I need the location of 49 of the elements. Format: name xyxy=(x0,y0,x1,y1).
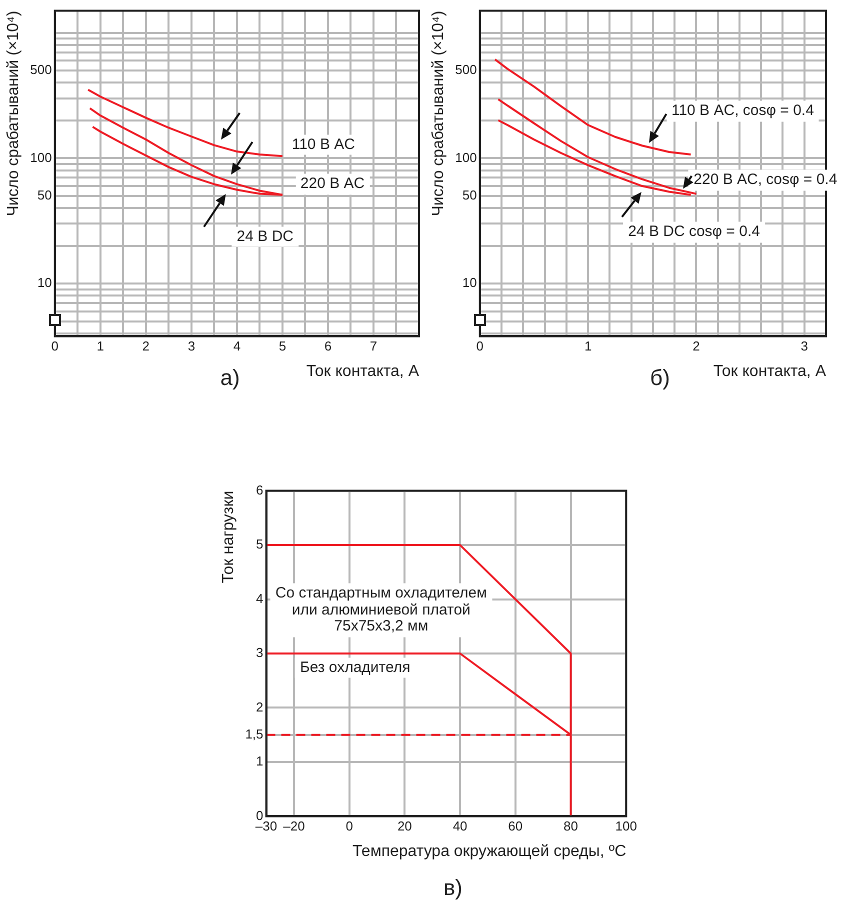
x-tick-label: 100 xyxy=(615,818,638,834)
x-tick-label: 3 xyxy=(188,338,196,354)
series-label: 110 В AC xyxy=(286,134,360,155)
y-tick-label: 50 xyxy=(462,188,477,203)
x-tick-label: 6 xyxy=(324,338,332,354)
y-tick-label: 2 xyxy=(256,699,264,714)
y-tick-label: 3 xyxy=(256,645,264,660)
x-tick-label: 80 xyxy=(564,818,578,834)
x-tick-label: 20 xyxy=(397,818,412,834)
y-axis-title: Ток нагрузки xyxy=(220,490,238,584)
x-tick-label: 4 xyxy=(233,338,241,354)
y-tick-label: 10 xyxy=(462,275,477,290)
text: 24 В DC cosφ = 0.4 xyxy=(623,222,765,242)
y-tick-label: 500 xyxy=(30,62,52,78)
x-tick-label: 7 xyxy=(370,338,378,354)
x-tick-label: 5 xyxy=(278,338,286,354)
series-label: Без охладителя xyxy=(295,657,416,678)
x-tick-label: –20 xyxy=(283,818,305,834)
x-tick-label: 3 xyxy=(800,338,808,354)
series-label: 220 В AC, cosφ = 0.4 xyxy=(688,170,842,190)
y-tick-label: 10 xyxy=(37,275,52,290)
y-axis-title: Число срабатываний (×10⁴) xyxy=(430,10,448,216)
x-axis-title: Ток контакта, А xyxy=(306,362,420,380)
x-tick-label: 60 xyxy=(508,818,523,834)
y-tick-label: 4 xyxy=(256,590,264,606)
series-label: Со стандартным охладителем или алюминиевой платой 75x75x3,2 мм xyxy=(270,583,492,637)
text: а) xyxy=(220,365,240,391)
y-tick-label: 1,5 xyxy=(245,726,264,742)
x-tick-label: 2 xyxy=(692,338,700,354)
y-tick-label: 5 xyxy=(256,536,264,552)
x-tick-label: 1 xyxy=(96,338,104,354)
y-tick-label: 100 xyxy=(30,150,52,165)
text: 24 В DC xyxy=(232,226,299,247)
x-axis-title: Ток контакта, А xyxy=(713,362,826,380)
text: 110 В AC, cosφ = 0.4 xyxy=(666,100,819,122)
text: в) xyxy=(443,875,463,901)
series-label: 220 В AC xyxy=(295,174,370,194)
x-axis-title: Температура окружающей среды, ºC xyxy=(352,842,626,860)
y-tick-label: 500 xyxy=(455,62,477,78)
x-tick-label: 0 xyxy=(346,818,353,834)
y-axis-title: Число срабатываний (×10⁴) xyxy=(5,10,22,216)
x-tick-label: 2 xyxy=(142,338,150,354)
y-tick-label: 1 xyxy=(256,754,264,769)
y-tick-label: 50 xyxy=(37,188,52,203)
text: б) xyxy=(650,365,670,391)
y-tick-label: 100 xyxy=(455,150,477,165)
x-tick-label: 1 xyxy=(584,338,592,354)
y-tick-label: 6 xyxy=(256,482,264,498)
x-tick-label: 40 xyxy=(452,818,468,834)
